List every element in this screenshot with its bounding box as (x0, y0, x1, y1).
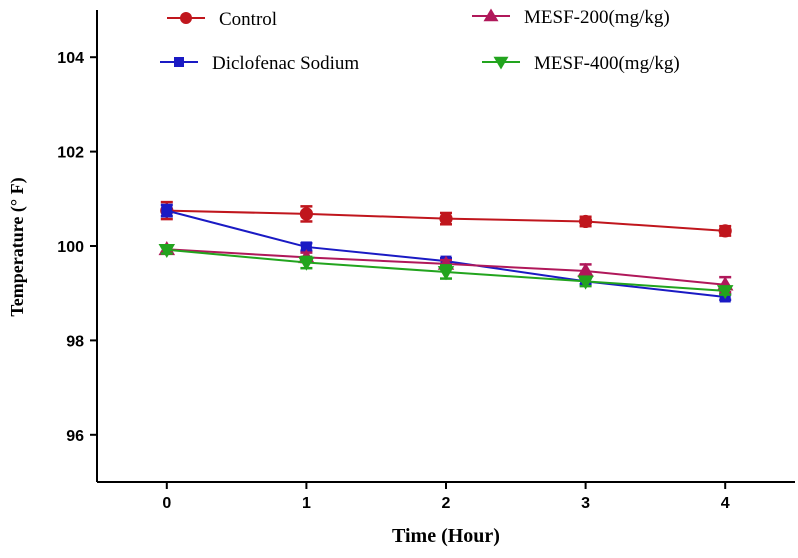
y-tick-label: 98 (66, 333, 84, 350)
legend-item: MESF-200(mg/kg) (472, 7, 670, 28)
series-layer (158, 200, 734, 303)
legend-label: MESF-200(mg/kg) (524, 7, 670, 28)
data-point (299, 207, 313, 221)
legend-label: MESF-400(mg/kg) (534, 53, 680, 74)
x-tick-label: 2 (442, 495, 451, 512)
data-point (298, 256, 315, 271)
legend-item: Diclofenac Sodium (160, 53, 359, 74)
legend-label: Control (219, 9, 277, 30)
x-tick-label: 1 (302, 495, 311, 512)
y-axis-title: Temperature (° F) (7, 177, 28, 316)
legend-marker (174, 57, 184, 67)
data-point (718, 224, 732, 238)
data-point (577, 262, 594, 277)
data-point (716, 285, 734, 300)
data-point (161, 205, 173, 217)
x-tick-label: 3 (581, 495, 590, 512)
legend-marker (180, 12, 192, 24)
data-point (579, 214, 593, 229)
data-point (577, 275, 594, 290)
y-tick-label: 104 (57, 50, 84, 67)
x-tick-label: 0 (162, 495, 171, 512)
data-point (158, 244, 176, 259)
legend-marker (493, 56, 509, 70)
y-tick-label: 96 (66, 428, 84, 445)
legend-label: Diclofenac Sodium (212, 53, 359, 74)
x-axis-title: Time (Hour) (392, 525, 500, 547)
legend-marker (483, 8, 499, 22)
data-point (439, 212, 453, 226)
legend-item: MESF-400(mg/kg) (482, 53, 680, 74)
data-point (300, 241, 312, 253)
series-mesf-400-mg-kg (158, 244, 734, 300)
data-point (437, 266, 455, 281)
y-tick-label: 102 (57, 145, 84, 162)
legend-item: Control (167, 9, 277, 30)
y-tick-label: 100 (57, 239, 84, 256)
legend: Control Diclofenac Sodium MESF-200(mg/kg) M… (160, 7, 680, 74)
x-tick-label: 4 (721, 495, 730, 512)
axes: 96 98 100 102 104 0 1 2 3 4 (57, 10, 795, 512)
